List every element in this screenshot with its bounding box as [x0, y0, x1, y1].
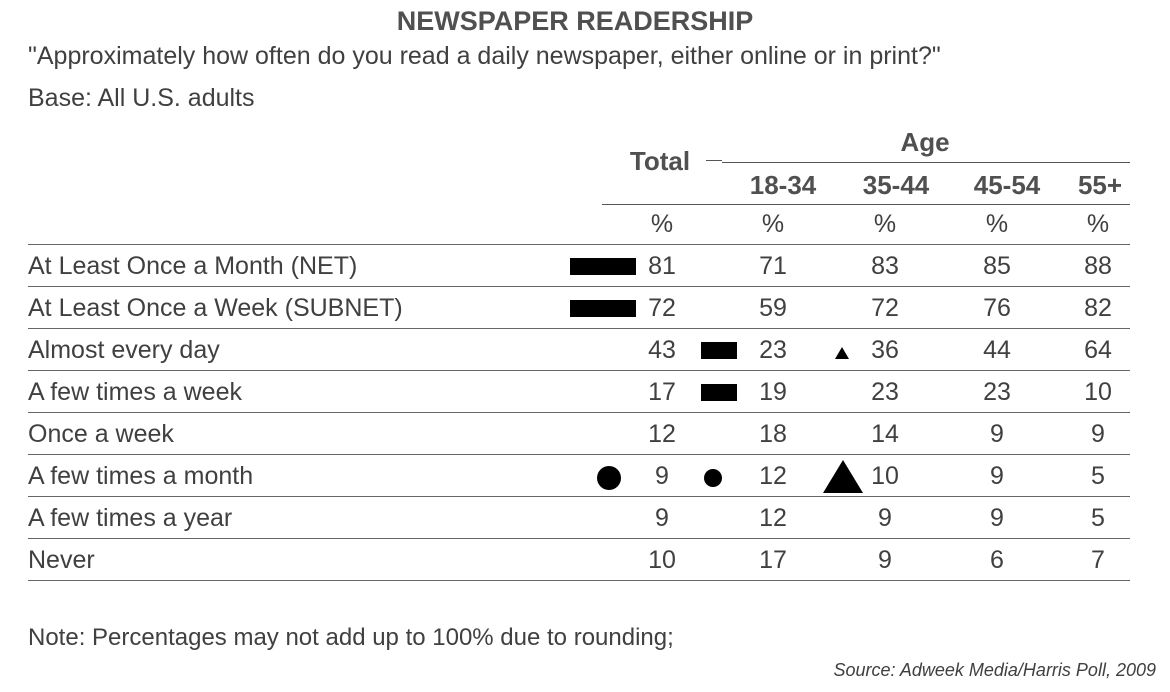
table-cell: 9	[878, 504, 892, 532]
table-cell: 17	[759, 546, 787, 574]
large-dot-icon	[597, 466, 621, 490]
table-cell: 71	[759, 252, 787, 280]
table-cell: 81	[648, 252, 676, 280]
row-rule	[28, 454, 1130, 455]
table-cell: 12	[648, 420, 676, 448]
table-cell: 9	[655, 462, 669, 490]
row-label: Almost every day	[28, 336, 220, 364]
header-rule	[602, 204, 1130, 205]
age-left-rule	[706, 160, 722, 161]
table-cell: 17	[648, 378, 676, 406]
row-rule	[28, 412, 1130, 413]
row-rule	[28, 538, 1130, 539]
row-label: A few times a month	[28, 462, 254, 490]
survey-question: "Approximately how often do you read a d…	[28, 42, 941, 70]
table-cell: 19	[759, 378, 787, 406]
age-header: Age	[900, 127, 950, 157]
age-rule	[722, 162, 1130, 163]
age-col-45-54: 45-54	[973, 170, 1041, 200]
table-cell: 9	[990, 504, 1004, 532]
table-cell: 76	[983, 294, 1011, 322]
age-col-35-44: 35-44	[862, 170, 930, 200]
pct-18-34: %	[761, 210, 785, 238]
table-cell: 72	[648, 294, 676, 322]
table-cell: 64	[1084, 336, 1112, 364]
small-dot-icon	[704, 469, 722, 487]
row-label: A few times a year	[28, 504, 233, 532]
row-rule	[28, 580, 1130, 581]
pct-total: %	[650, 210, 674, 238]
large-triangle-icon	[823, 460, 863, 493]
table-cell: 23	[871, 378, 899, 406]
table-cell: 72	[871, 294, 899, 322]
small-triangle-icon	[835, 347, 849, 359]
table-cell: 23	[759, 336, 787, 364]
table-cell: 10	[1084, 378, 1112, 406]
table-cell: 44	[983, 336, 1011, 364]
bar-icon	[570, 258, 636, 275]
total-header: Total	[629, 146, 691, 176]
table-cell: 10	[648, 546, 676, 574]
table-cell: 9	[1091, 420, 1105, 448]
table-cell: 9	[878, 546, 892, 574]
table-cell: 12	[759, 462, 787, 490]
table-cell: 6	[990, 546, 1004, 574]
row-rule	[28, 244, 1130, 245]
table-cell: 83	[871, 252, 899, 280]
row-label: At Least Once a Week (SUBNET)	[28, 294, 403, 322]
table-cell: 5	[1091, 504, 1105, 532]
table-cell: 5	[1091, 462, 1105, 490]
row-label: At Least Once a Month (NET)	[28, 252, 358, 280]
row-rule	[28, 496, 1130, 497]
age-col-18-34: 18-34	[749, 170, 817, 200]
footnote: Note: Percentages may not add up to 100%…	[28, 624, 674, 651]
table-cell: 9	[655, 504, 669, 532]
table-cell: 18	[759, 420, 787, 448]
table-cell: 14	[871, 420, 899, 448]
table-cell: 9	[990, 420, 1004, 448]
row-label: Once a week	[28, 420, 174, 448]
table-cell: 88	[1084, 252, 1112, 280]
page-title: NEWSPAPER READERSHIP	[396, 6, 754, 36]
bar-icon	[570, 300, 636, 317]
table-cell: 10	[871, 462, 899, 490]
pct-35-44: %	[873, 210, 897, 238]
source-credit: Source: Adweek Media/Harris Poll, 2009	[833, 660, 1157, 680]
age-col-55plus: 55+	[1077, 170, 1123, 200]
row-rule	[28, 328, 1130, 329]
bar-icon	[701, 384, 737, 401]
table-cell: 82	[1084, 294, 1112, 322]
table-cell: 7	[1091, 546, 1105, 574]
base-note: Base: All U.S. adults	[28, 84, 255, 112]
row-rule	[28, 370, 1130, 371]
pct-45-54: %	[985, 210, 1009, 238]
table-cell: 43	[648, 336, 676, 364]
table-cell: 23	[983, 378, 1011, 406]
table-cell: 12	[759, 504, 787, 532]
pct-55plus: %	[1086, 210, 1110, 238]
table-cell: 36	[871, 336, 899, 364]
row-label: A few times a week	[28, 378, 242, 406]
table-cell: 59	[759, 294, 787, 322]
table-cell: 85	[983, 252, 1011, 280]
table-cell: 9	[990, 462, 1004, 490]
row-rule	[28, 286, 1130, 287]
row-label: Never	[28, 546, 95, 574]
bar-icon	[701, 342, 737, 359]
